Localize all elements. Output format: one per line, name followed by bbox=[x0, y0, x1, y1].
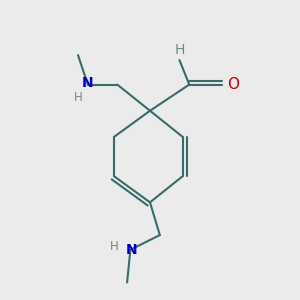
Text: H: H bbox=[174, 43, 184, 57]
Text: N: N bbox=[82, 76, 94, 90]
Text: H: H bbox=[110, 240, 118, 253]
Text: H: H bbox=[74, 91, 82, 104]
Text: O: O bbox=[227, 77, 239, 92]
Text: N: N bbox=[126, 243, 138, 257]
